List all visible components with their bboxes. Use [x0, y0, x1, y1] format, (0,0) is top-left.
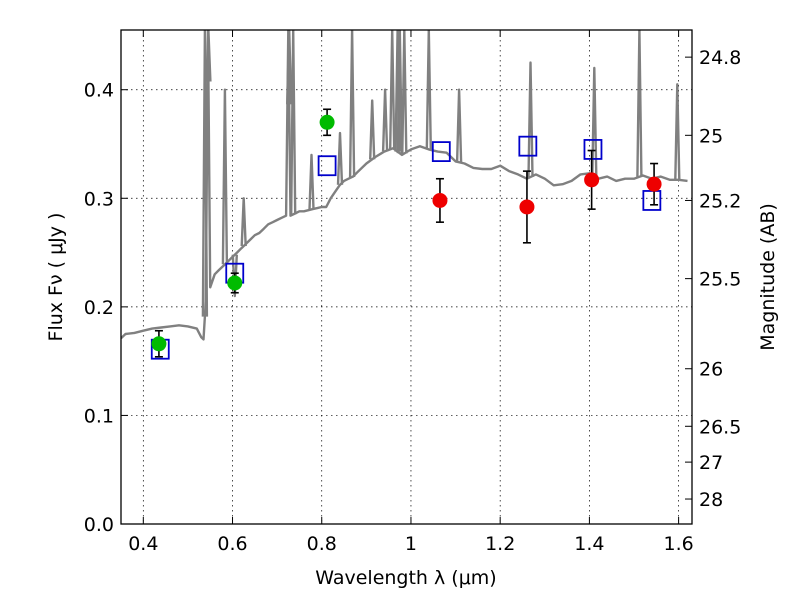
red-data-point	[519, 199, 535, 215]
y-tick-label: 0.1	[84, 405, 114, 427]
spectrum-emission-spike	[221, 88, 229, 265]
spectrum-emission-spike	[674, 83, 681, 180]
y-tick-label: 0.0	[84, 514, 114, 536]
model-square-point	[518, 135, 538, 157]
spectrum-emission-spike	[348, 30, 356, 178]
y2-tick-label: 25.5	[699, 269, 741, 291]
spectrum-emission-spike	[425, 30, 432, 150]
data-points-layer	[150, 108, 662, 360]
spectrum-emission-spike	[240, 197, 247, 247]
spectrum-emission-spike	[308, 153, 315, 210]
green-data-point	[227, 275, 243, 291]
spectrum-emission-spike	[401, 30, 408, 154]
x-tick-label: 1	[405, 533, 417, 555]
plot-frame	[120, 29, 693, 525]
y2-tick-label: 27	[699, 452, 723, 474]
y-tick-label: 0.4	[84, 80, 114, 102]
x-tick-label: 1.6	[664, 533, 694, 555]
tick-labels: 0.4 0.6 0.8 1 1.2 1.4 1.6 0.0 0.1 0.2 0.3 0.4 24.8 25…	[84, 47, 742, 555]
spectrum-emission-spike	[290, 30, 297, 215]
x-tick-label: 1.2	[485, 533, 515, 555]
spectrum-emission-spike	[636, 30, 643, 177]
x-tick-label: 0.8	[307, 533, 337, 555]
y2-tick-label: 26.5	[699, 416, 741, 438]
spectrum-emission-spike	[205, 30, 212, 82]
spectrum-emission-spike	[286, 30, 293, 105]
red-data-point	[432, 192, 448, 208]
spectrum-line-layer	[121, 30, 688, 341]
model-square-point	[431, 141, 451, 163]
spectrum-emission-spike	[527, 61, 534, 178]
y-tick-label: 0.2	[84, 297, 114, 319]
spectrum-emission-spike	[389, 30, 396, 149]
spectrum-emission-spike	[336, 131, 344, 185]
y-tick-label: 0.3	[84, 188, 114, 210]
x-axis-label: Wavelength λ (μm)	[315, 567, 496, 589]
green-data-point	[319, 114, 335, 130]
model-square-point	[317, 155, 337, 177]
y-axis-label: Flux Fν ( μJy )	[45, 213, 67, 342]
y2-tick-label: 25.2	[699, 190, 741, 212]
spectrum-emission-spike	[381, 88, 389, 152]
y2-tick-label: 24.8	[699, 47, 741, 69]
spectrum-emission-spike	[201, 30, 209, 317]
model-square-point	[583, 139, 603, 160]
x-tick-label: 0.6	[217, 533, 247, 555]
y2-tick-label: 28	[699, 489, 723, 511]
spectrum-line	[121, 30, 688, 341]
spectrum-emission-spike	[369, 99, 376, 160]
y2-tick-label: 25	[699, 125, 723, 147]
x-tick-label: 1.4	[574, 533, 604, 555]
red-data-point	[646, 176, 662, 192]
y2-tick-label: 26	[699, 359, 723, 381]
red-data-point	[584, 172, 600, 188]
spectrum-emission-spike	[231, 254, 238, 298]
x-tick-label: 0.4	[128, 533, 158, 555]
spectrum-emission-spike	[396, 30, 403, 154]
axis-ticks	[121, 30, 692, 525]
green-data-point	[151, 336, 167, 352]
y2-axis-label: Magnitude (AB)	[757, 203, 779, 351]
spectrum-emission-spike	[455, 88, 463, 163]
